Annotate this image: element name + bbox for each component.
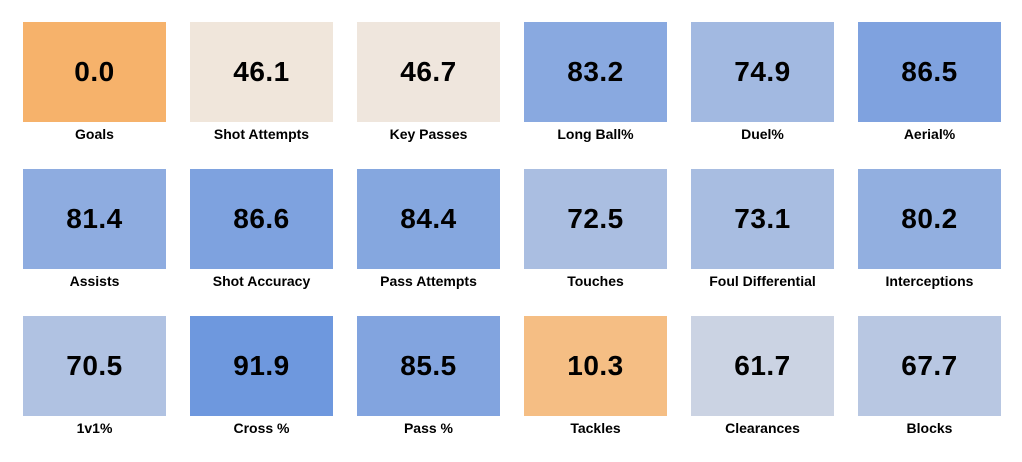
stat-tile: 72.5 Touches [524,169,667,289]
stat-tile-value: 73.1 [734,203,791,234]
stat-tile-box: 86.6 [190,169,333,269]
stat-tile-box: 72.5 [524,169,667,269]
stat-tile-label: Goals [75,126,114,142]
stat-tile: 46.1 Shot Attempts [190,22,333,142]
stat-tile-box: 86.5 [858,22,1001,122]
stat-tile-value: 0.0 [74,56,115,87]
stat-tile-label: Duel% [741,126,784,142]
stat-tile-value: 10.3 [567,350,624,381]
stat-tile-label: Aerial% [903,126,956,142]
stat-tile: 67.7 Blocks [858,316,1001,436]
stat-tile-box: 46.1 [190,22,333,122]
stat-tile-label: Foul Differential [709,273,816,289]
stat-tile-box: 67.7 [858,316,1001,416]
stat-tile: 80.2 Interceptions [858,169,1001,289]
stat-tile-value: 91.9 [233,350,290,381]
stat-tile: 73.1 Foul Differential [691,169,834,289]
stat-tile: 81.4 Assists [23,169,166,289]
stat-tile-label: Pass % [403,420,454,436]
stat-tile-value: 81.4 [66,203,123,234]
stat-tile-box: 80.2 [858,169,1001,269]
stat-tile-value: 72.5 [567,203,624,234]
stat-tile-box: 61.7 [691,316,834,416]
stat-tile: 10.3 Tackles [524,316,667,436]
stat-tile-label: Shot Accuracy [212,273,311,289]
stat-tile-value: 61.7 [734,350,791,381]
stat-tile: 84.4 Pass Attempts [357,169,500,289]
stat-tile-value: 46.1 [233,56,290,87]
stat-tile-label: Pass Attempts [380,273,477,289]
stat-tile: 46.7 Key Passes [357,22,500,142]
stat-tile-label: Touches [567,273,624,289]
stat-tile-box: 83.2 [524,22,667,122]
stat-tile-box: 0.0 [23,22,166,122]
stat-tile-value: 74.9 [734,56,791,87]
stat-tile: 83.2 Long Ball% [524,22,667,142]
stat-tile: 86.6 Shot Accuracy [190,169,333,289]
stat-tile-label: Clearances [725,420,800,436]
stat-tile-label: Blocks [906,420,953,436]
stat-tile-value: 80.2 [901,203,958,234]
stat-tile-label: Interceptions [885,273,974,289]
stat-tile-value: 86.6 [233,203,290,234]
stat-tile-box: 10.3 [524,316,667,416]
stat-tile-value: 85.5 [400,350,457,381]
stat-tile: 86.5 Aerial% [858,22,1001,142]
stat-tile-box: 46.7 [357,22,500,122]
stat-tile-box: 74.9 [691,22,834,122]
stat-tile-label: Tackles [570,420,621,436]
stat-tile-box: 81.4 [23,169,166,269]
stat-tile-label: Key Passes [389,126,468,142]
stat-tile-label: Long Ball% [557,126,634,142]
stat-tile-box: 85.5 [357,316,500,416]
stat-tile: 74.9 Duel% [691,22,834,142]
stat-tile-box: 84.4 [357,169,500,269]
stat-tile: 85.5 Pass % [357,316,500,436]
stat-tile-label: Cross % [233,420,290,436]
stat-tile-label: Shot Attempts [213,126,310,142]
stat-tile-label: Assists [69,273,120,289]
stat-tile: 91.9 Cross % [190,316,333,436]
stat-tile: 0.0 Goals [23,22,166,142]
stat-tile-value: 84.4 [400,203,457,234]
stat-tile-box: 91.9 [190,316,333,416]
stat-tile: 70.5 1v1% [23,316,166,436]
stat-tile-box: 73.1 [691,169,834,269]
stat-tile-value: 83.2 [567,56,624,87]
stat-tile-value: 67.7 [901,350,958,381]
stat-tile-value: 46.7 [400,56,457,87]
stat-tile-box: 70.5 [23,316,166,416]
stat-tile-value: 70.5 [66,350,123,381]
stat-tile-value: 86.5 [901,56,958,87]
stat-tile: 61.7 Clearances [691,316,834,436]
stat-tile-label: 1v1% [76,420,113,436]
